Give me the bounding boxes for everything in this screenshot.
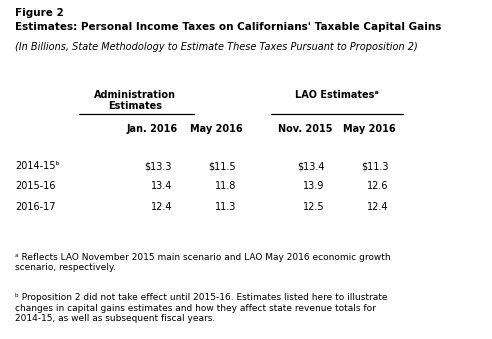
Text: LAO Estimatesᵃ: LAO Estimatesᵃ [295,90,379,100]
Text: Nov. 2015: Nov. 2015 [278,124,332,134]
Text: 2014-15ᵇ: 2014-15ᵇ [15,161,60,171]
Text: $11.3: $11.3 [361,161,389,171]
Text: $13.3: $13.3 [145,161,172,171]
Text: Estimates: Personal Income Taxes on Californians' Taxable Capital Gains: Estimates: Personal Income Taxes on Cali… [15,22,441,32]
Text: 12.4: 12.4 [367,202,389,212]
Text: 13.4: 13.4 [151,181,172,191]
Text: 11.8: 11.8 [215,181,236,191]
Text: 11.3: 11.3 [215,202,236,212]
Text: $11.5: $11.5 [209,161,236,171]
Text: May 2016: May 2016 [343,124,395,134]
Text: Jan. 2016: Jan. 2016 [127,124,178,134]
Text: 13.9: 13.9 [304,181,325,191]
Text: (In Billions, State Methodology to Estimate These Taxes Pursuant to Proposition : (In Billions, State Methodology to Estim… [15,42,418,52]
Text: 2016-17: 2016-17 [15,202,55,212]
Text: 12.6: 12.6 [367,181,389,191]
Text: $13.4: $13.4 [297,161,325,171]
Text: ᵇ Proposition 2 did not take effect until 2015-16. Estimates listed here to illu: ᵇ Proposition 2 did not take effect unti… [15,293,387,323]
Text: 12.5: 12.5 [303,202,325,212]
Text: ᵃ Reflects LAO November 2015 main scenario and LAO May 2016 economic growth
scen: ᵃ Reflects LAO November 2015 main scenar… [15,253,390,272]
Text: Administration
Estimates: Administration Estimates [94,90,176,112]
Text: May 2016: May 2016 [190,124,243,134]
Text: 12.4: 12.4 [151,202,172,212]
Text: 2015-16: 2015-16 [15,181,55,191]
Text: Figure 2: Figure 2 [15,8,63,18]
